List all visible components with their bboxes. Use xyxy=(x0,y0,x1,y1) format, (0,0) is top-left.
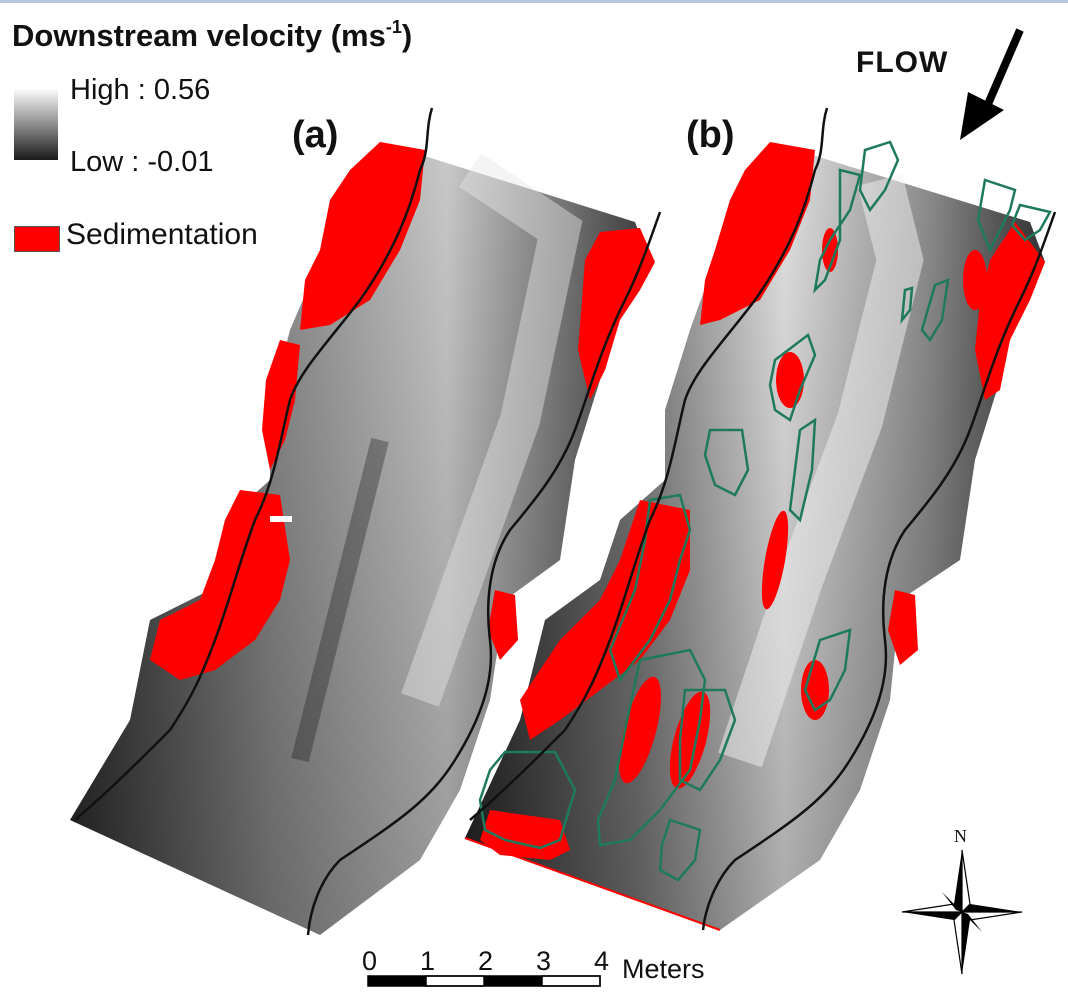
legend-title: Downstream velocity (ms-1) xyxy=(12,16,413,54)
panel-b-outline-11 xyxy=(678,688,737,792)
legend-title-text: Downstream velocity (ms xyxy=(12,18,386,53)
velocity-color-ramp xyxy=(14,88,58,160)
panel-b-sediment-bar-1 xyxy=(776,352,804,408)
panel-a-sediment-mid-left xyxy=(150,490,290,680)
scale-unit-label: Meters xyxy=(622,954,705,984)
panel-b-sediment-upper-left xyxy=(700,142,815,325)
scale-tick-3: 3 xyxy=(536,946,552,976)
panel-b-outline-13 xyxy=(803,628,852,712)
ramp-high-label: High : 0.56 xyxy=(70,74,211,106)
panel-b-sediment-right-bump xyxy=(888,590,918,665)
panel-b-label: (b) xyxy=(686,114,735,156)
scale-tick-1: 1 xyxy=(420,946,436,976)
scale-bar xyxy=(367,975,601,987)
panel-b-outline-9 xyxy=(608,493,692,683)
scale-tick-2: 2 xyxy=(478,946,494,976)
panel-b-outline-2 xyxy=(976,178,1017,254)
panel-a-bankline-right xyxy=(306,211,662,936)
sedimentation-swatch xyxy=(14,226,60,252)
panel-a-sediment-right-bump xyxy=(488,590,518,660)
panel-b-outline-15 xyxy=(658,818,702,882)
flow-arrow xyxy=(960,28,1024,140)
ramp-low-label: Low : -0.01 xyxy=(70,146,214,178)
panel-a-label: (a) xyxy=(292,114,339,156)
panel-b-sediment-bar-3 xyxy=(618,676,662,784)
panel-b-sediment-bar-7 xyxy=(963,250,987,310)
panel-a-map xyxy=(70,107,662,936)
panel-b-outline-5 xyxy=(920,278,950,343)
panel-b-sediment-upper-right xyxy=(975,222,1045,400)
panel-b-outline-3 xyxy=(1010,203,1052,242)
panel-b-outline-10 xyxy=(596,648,707,847)
scale-tick-0: 0 xyxy=(362,946,378,976)
panel-b-map xyxy=(464,107,1057,931)
panel-b-sediment-mid-left xyxy=(520,500,690,740)
panel-b-outline-1 xyxy=(858,140,900,213)
panel-b-sediment-lower-left xyxy=(480,810,570,860)
panel-b-bankline-right xyxy=(701,211,1057,931)
panel-b-outline-7 xyxy=(768,332,817,422)
sedimentation-label: Sedimentation xyxy=(66,218,258,251)
panel-a-bankline-left xyxy=(74,107,434,821)
panel-b-sediment-bar-6 xyxy=(822,228,838,272)
legend-title-close: ) xyxy=(401,18,413,53)
panel-a-sediment-left-edge xyxy=(262,340,300,470)
panel-a-sediment-upper-left xyxy=(300,142,425,330)
flow-label: FLOW xyxy=(856,46,949,79)
top-rule xyxy=(0,0,1068,3)
north-arrow-icon xyxy=(901,849,1023,975)
panel-b-outline-12 xyxy=(478,750,577,850)
panel-b-sediment-bar-2 xyxy=(761,510,789,610)
legend-title-sup: -1 xyxy=(385,16,402,37)
panel-b-outline-4 xyxy=(813,168,862,294)
panel-b-outline-8 xyxy=(703,428,750,497)
scale-tick-4: 4 xyxy=(594,946,610,976)
panel-b-outline-6 xyxy=(900,286,914,325)
north-label: N xyxy=(954,826,967,846)
panel-a-sediment-upper-right xyxy=(578,228,655,400)
panel-b-outline-14 xyxy=(788,417,817,523)
panel-b-bankline-left xyxy=(469,107,829,821)
